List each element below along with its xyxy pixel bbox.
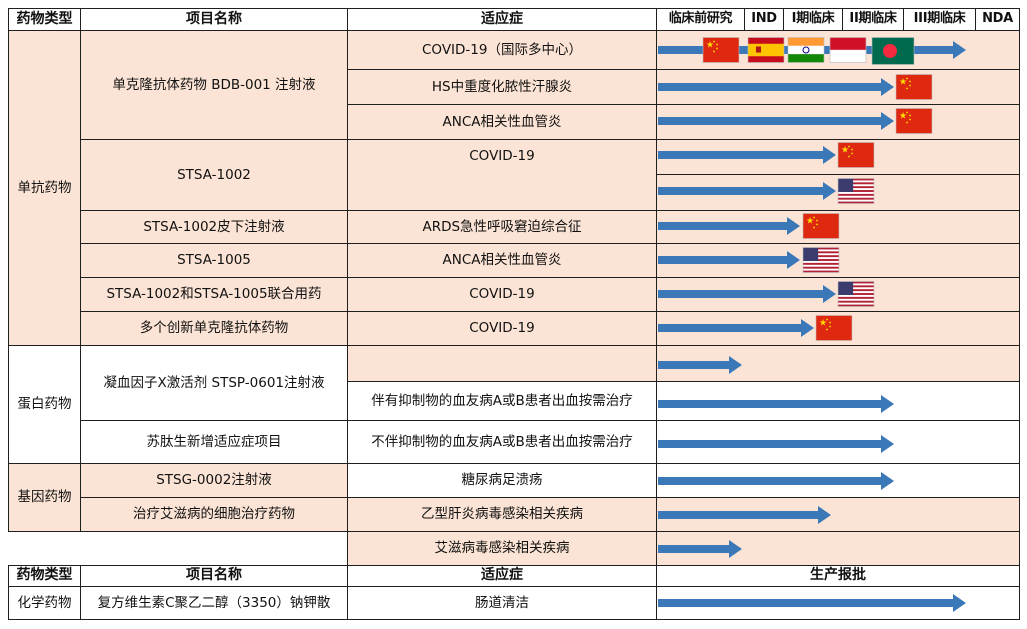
progress-cell	[656, 497, 1020, 532]
project-name-cell: STSA-1002	[80, 139, 348, 211]
header-indication: 适应症	[347, 8, 657, 31]
header2-stage: 生产报批	[656, 565, 1020, 587]
indication-cell: COVID-19	[347, 139, 657, 211]
header2-indication: 适应症	[347, 565, 657, 587]
progress-cell	[656, 243, 1020, 278]
header-stage: I期临床	[783, 8, 843, 31]
project-name-cell: 苏肽生新增适应症项目	[80, 420, 348, 464]
indication-cell: ANCA相关性血管炎	[347, 243, 657, 278]
header-stage: IND	[744, 8, 784, 31]
header2-project-name: 项目名称	[80, 565, 348, 587]
indication-cell: COVID-19	[347, 311, 657, 346]
group-antibody: 单抗药物	[8, 30, 81, 346]
progress-cell	[656, 174, 1020, 211]
progress-cell	[656, 277, 1020, 312]
indication-cell: 不伴抑制物的血友病A或B患者出血按需治疗	[347, 420, 657, 464]
header2-drug-type: 药物类型	[8, 565, 81, 587]
progress-cell	[656, 210, 1020, 244]
indication-cell: COVID-19	[347, 277, 657, 312]
project-name-cell: 多个创新单克隆抗体药物	[80, 311, 348, 346]
header-drug-type: 药物类型	[8, 8, 81, 31]
indication-cell: ARDS急性呼吸窘迫综合征	[347, 210, 657, 244]
header-stage: II期临床	[842, 8, 904, 31]
indication-cell: HS中重度化脓性汗腺炎	[347, 69, 657, 105]
indication-cell: COVID-19（国际多中心）	[347, 30, 657, 70]
indication-cell: 艾滋病毒感染相关疾病	[347, 531, 657, 566]
project-name-cell: STSA-1002皮下注射液	[80, 210, 348, 244]
group-gene: 基因药物	[8, 463, 81, 532]
header-project-name: 项目名称	[80, 8, 348, 31]
indication-cell: 乙型肝炎病毒感染相关疾病	[347, 497, 657, 532]
project-name-cell: STSG-0002注射液	[80, 463, 348, 498]
header-stage: III期临床	[903, 8, 976, 31]
progress-cell	[656, 586, 1020, 620]
indication-cell: 伴有抑制物的血友病A或B患者出血按需治疗	[347, 381, 657, 421]
chemical-name: 复方维生素C聚乙二醇（3350）钠钾散	[80, 586, 348, 620]
chemical-type: 化学药物	[8, 586, 81, 620]
progress-cell	[656, 345, 1020, 382]
progress-cell	[656, 381, 1020, 421]
header-stage: 临床前研究	[656, 8, 745, 31]
progress-cell	[656, 311, 1020, 346]
group-protein: 蛋白药物	[8, 345, 81, 464]
project-name-cell: 单克隆抗体药物 BDB-001 注射液	[80, 30, 348, 140]
progress-cell	[656, 30, 1020, 70]
project-name-cell: STSA-1002和STSA-1005联合用药	[80, 277, 348, 312]
progress-cell	[656, 139, 1020, 175]
progress-cell	[656, 104, 1020, 140]
indication-cell: 糖尿病足溃疡	[347, 463, 657, 498]
chemical-indication: 肠道清洁	[347, 586, 657, 620]
project-name-cell: 治疗艾滋病的细胞治疗药物	[80, 497, 348, 532]
indication-cell: ANCA相关性血管炎	[347, 104, 657, 140]
progress-cell	[656, 420, 1020, 464]
project-name-cell: STSA-1005	[80, 243, 348, 278]
header-stage: NDA	[975, 8, 1020, 31]
progress-cell	[656, 69, 1020, 105]
progress-cell	[656, 531, 1020, 566]
progress-cell	[656, 463, 1020, 498]
project-name-cell: 凝血因子X激活剂 STSP-0601注射液	[80, 345, 348, 421]
indication-cell	[347, 345, 657, 382]
